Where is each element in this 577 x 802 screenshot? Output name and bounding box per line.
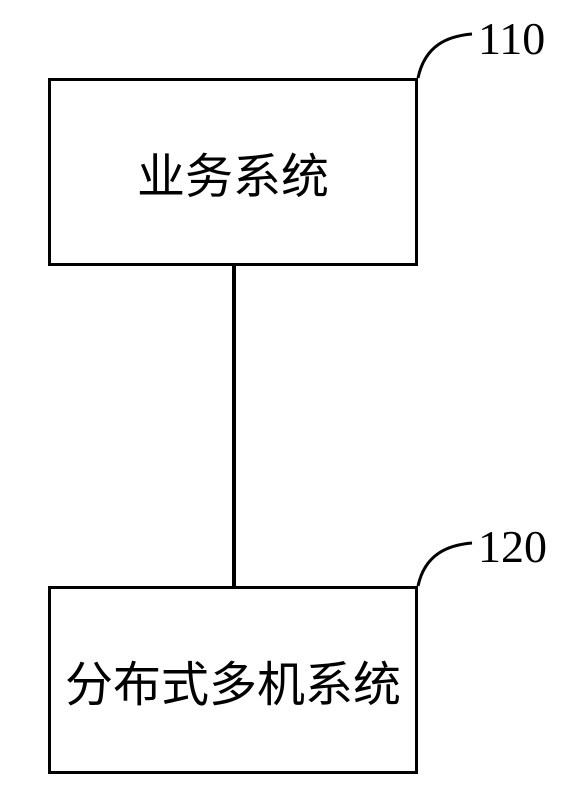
leader-path-120 [418,543,472,586]
diagram-canvas: 业务系统 分布式多机系统 110 120 [0,0,577,802]
leader-line-120 [0,0,577,802]
ref-label-120-text: 120 [478,521,547,572]
ref-label-120: 120 [478,520,547,573]
